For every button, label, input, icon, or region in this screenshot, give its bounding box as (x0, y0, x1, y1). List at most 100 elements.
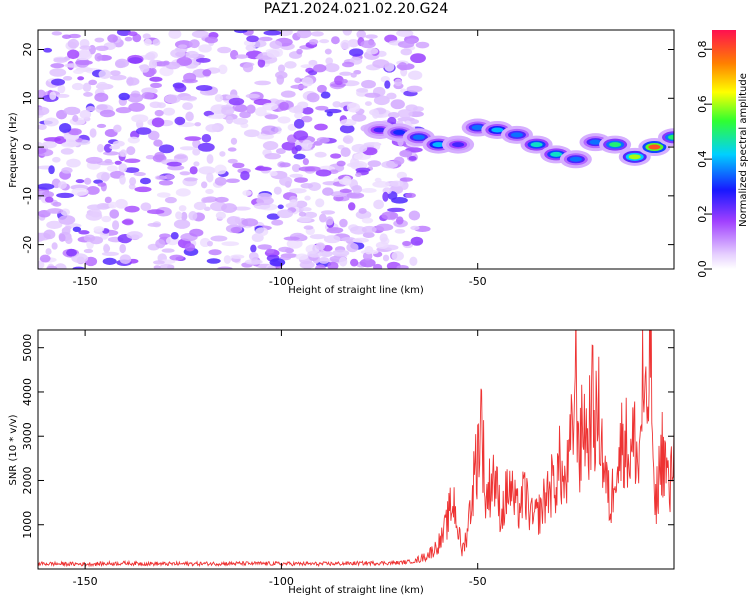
heatmap-noise-cell (118, 163, 128, 173)
heatmap-noise-cell (104, 158, 113, 164)
heatmap-signal-cell (412, 134, 425, 140)
heatmap-noise-cell (88, 79, 98, 86)
heatmap-noise-cell (219, 151, 226, 157)
heatmap-noise-cell (254, 166, 272, 171)
heatmap-noise-cell (394, 228, 406, 234)
heatmap-noise-cell (371, 109, 380, 119)
heatmap-noise-cell (322, 245, 333, 252)
y-tick-label: 1000 (21, 511, 34, 539)
heatmap-signal-cell (589, 139, 602, 145)
heatmap-noise-cell (54, 263, 67, 269)
heatmap-noise-cell (346, 242, 359, 253)
heatmap-noise-cell (315, 264, 326, 269)
heatmap-noise-cell (379, 233, 388, 243)
heatmap-noise-cell (342, 61, 355, 68)
heatmap-noise-cell (102, 257, 117, 265)
heatmap-noise-cell (367, 160, 382, 168)
heatmap-noise-cell (166, 161, 182, 167)
heatmap-noise-cell (255, 227, 269, 237)
heatmap-noise-cell (114, 60, 126, 69)
heatmap-noise-cell (348, 202, 356, 211)
heatmap-noise-cell (154, 109, 164, 117)
heatmap-noise-cell (294, 112, 303, 119)
heatmap-noise-cell (257, 58, 266, 68)
colorbar-tick-label: 0.0 (696, 260, 709, 278)
heatmap-noise-cell (51, 31, 63, 36)
heatmap-noise-cell (266, 49, 280, 58)
heatmap-noise-cell (339, 124, 355, 134)
heatmap-noise-cell (51, 242, 58, 250)
heatmap-noise-cell (72, 69, 84, 74)
heatmap-noise-cell (96, 123, 107, 128)
heatmap-noise-cell (63, 106, 81, 116)
heatmap-noise-cell (142, 33, 151, 39)
heatmap-noise-cell (149, 76, 163, 82)
heatmap-noise-cell (309, 234, 326, 240)
heatmap-noise-cell (364, 101, 372, 106)
heatmap-noise-cell (384, 80, 391, 89)
heatmap-noise-cell (96, 81, 109, 91)
heatmap-noise-cell (325, 216, 334, 226)
heatmap-noise-cell (256, 196, 274, 206)
heatmap-noise-cell (402, 240, 412, 247)
heatmap-noise-cell (119, 175, 126, 185)
heatmap-noise-cell (300, 64, 314, 69)
heatmap-noise-cell (192, 148, 201, 156)
heatmap-noise-cell (201, 133, 212, 143)
heatmap-noise-cell (394, 78, 403, 87)
heatmap-noise-cell (391, 251, 404, 261)
heatmap-frame (37, 29, 675, 270)
heatmap-noise-cell (145, 155, 156, 160)
heatmap-noise-cell (197, 142, 215, 152)
heatmap-noise-cell (318, 257, 330, 264)
heatmap-noise-cell (364, 245, 374, 255)
y-tick-label: 2000 (21, 466, 34, 494)
heatmap-noise-cell (108, 201, 118, 209)
heatmap-noise-cell (225, 115, 234, 125)
heatmap-noise-cell (38, 260, 45, 269)
heatmap-noise-cell (361, 225, 377, 234)
heatmap-noise-cell (320, 91, 331, 99)
heatmap-noise-cell (193, 201, 207, 211)
heatmap-noise-cell (101, 172, 110, 182)
heatmap-noise-cell (153, 265, 161, 269)
heatmap-noise-cell (356, 30, 366, 39)
heatmap-noise-cell (373, 263, 383, 269)
snr-y-axis-label: SNR (10 * v/v) (8, 414, 19, 485)
heatmap-noise-cell (38, 142, 43, 147)
heatmap-noise-cell (46, 220, 63, 229)
heatmap-noise-cell (297, 101, 309, 109)
heatmap-noise-cell (286, 238, 303, 249)
heatmap-noise-cell (206, 258, 221, 264)
heatmap-noise-cell (340, 39, 351, 50)
heatmap-noise-cell (75, 60, 93, 66)
heatmap-noise-cell (276, 209, 294, 219)
y-tick-label: 20 (21, 43, 34, 57)
heatmap-noise-cell (262, 102, 279, 111)
heatmap-noise-cell (242, 189, 252, 197)
heatmap-noise-cell (322, 187, 334, 196)
heatmap-noise-cell (331, 36, 340, 45)
heatmap-noise-cell (44, 196, 54, 203)
heatmap-noise-cell (279, 162, 291, 168)
heatmap-noise-cell (164, 196, 177, 204)
heatmap-noise-cell (264, 114, 279, 120)
heatmap-noise-cell (124, 158, 141, 163)
heatmap-noise-cell (41, 191, 54, 198)
y-tick-label: -20 (21, 236, 34, 254)
heatmap-noise-cell (135, 127, 152, 135)
snr-line-marks (38, 330, 674, 568)
heatmap-noise-cell (281, 141, 298, 151)
heatmap-noise-cell (39, 254, 51, 263)
heatmap-noise-cell (415, 41, 430, 49)
heatmap-noise-cell (234, 104, 248, 113)
heatmap-noise-cell (278, 246, 292, 253)
heatmap-noise-cell (174, 116, 186, 126)
heatmap-noise-cell (43, 117, 59, 127)
heatmap-noise-cell (355, 172, 362, 177)
heatmap-noise-cell (352, 237, 369, 243)
heatmap-noise-cell (240, 170, 250, 181)
heatmap-noise-cell (330, 153, 342, 159)
heatmap-noise-cell (43, 229, 56, 240)
heatmap-noise-cell (346, 192, 365, 199)
